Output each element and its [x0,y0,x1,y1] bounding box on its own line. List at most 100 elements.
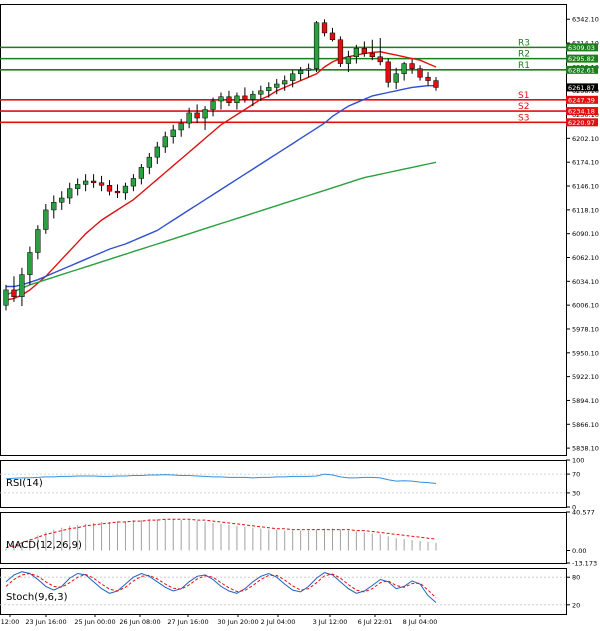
candle-body [369,53,375,58]
stoch-label: Stoch(9,6,3) [6,592,68,603]
candle-body [27,252,33,275]
level-name-s3: S3 [518,113,529,123]
level-value-s3: 6220.97 [568,119,595,127]
current-price-label: 6261.87 [568,84,595,92]
candle-body [401,63,407,75]
candle-body [282,80,288,85]
candle-body [186,112,192,124]
stoch-line [5,571,437,603]
candle-body [114,190,121,194]
price-y-tick-label: 6034.10 [572,278,599,286]
price-y-tick-label: 5866.10 [572,421,599,429]
panel-frame-macd [0,512,567,564]
x-tick-label: 8 Jul 04:00 [403,618,438,626]
candle-body [226,96,232,103]
candle-body [67,188,73,199]
candle-body [258,90,264,95]
rsi-panel: 100 70 30 0 RSI(14) [0,457,584,512]
level-name-r2: R2 [518,50,530,60]
price-y-tick-label: 6006.10 [572,302,599,310]
candle-body [162,136,168,148]
candle-body [210,100,216,110]
candle-body [170,129,176,137]
level-name-s1: S1 [518,91,529,101]
rsi-y-tick-label: 30 [572,489,580,497]
candle-body [11,289,17,297]
level-tag-s1 [566,95,598,104]
candle-body [130,178,137,187]
candle-body [82,180,89,185]
rsi-y-tick-label: 100 [572,457,584,465]
level-value-s1: 6247.39 [568,96,595,104]
candle-body [90,180,97,183]
level-tag-r3 [566,43,598,52]
rsi-y-tick-label: 0 [572,504,576,512]
x-tick-label: 30 Jun 20:00 [217,618,258,626]
candle-body [19,274,25,297]
x-tick-label: 23 Jun 16:00 [25,618,66,626]
candle-body [329,32,336,40]
rsi-label: RSI(14) [6,478,43,489]
stoch-y-tick-label: 20 [572,601,580,609]
moving-average-line [6,84,436,288]
candle-body [266,87,272,92]
x-tick-label: 2 Jul 04:00 [261,618,296,626]
level-tag-s3 [566,118,598,127]
level-tag-r2 [566,54,598,63]
macd-label: MACD(12,26,9) [6,540,82,551]
candle-body [146,156,152,168]
candle-body [122,185,129,194]
current-price-tag [566,83,598,92]
price-panel: 6342.106314.106286.106258.106230.106202.… [0,16,599,453]
level-value-r2: 6295.82 [568,55,595,63]
panel-frame-rsi [0,460,567,508]
price-y-tick-label: 5894.10 [572,397,599,405]
panel-frames [0,4,567,615]
candle-body [353,47,360,58]
price-y-tick-label: 6118.10 [572,206,599,214]
rsi-line [5,473,437,484]
stoch-y-tick-label: 80 [572,574,580,582]
macd-y-tick-label: -13.173 [572,560,597,568]
candle-body [425,76,431,81]
panel-frame-stoch [0,568,567,615]
x-tick-label: 3 Jul 12:00 [313,618,348,626]
macd-panel: 40.577 0.00 -13.173 MACD(12,26,9) [5,509,597,568]
price-y-tick-label: 6062.10 [572,254,599,262]
candle-body [51,202,57,211]
x-tick-label: 6 Jul 22:01 [358,618,393,626]
candle-body [313,22,320,69]
price-y-tick-label: 6090.10 [572,230,599,238]
candle-body [154,146,160,158]
candle-body [138,167,145,179]
candle-body [274,83,280,88]
stochastic-panel: 80 20 Stoch(9,6,3) [0,571,580,609]
candle-body [3,289,9,306]
price-y-tick-label: 5838.10 [572,445,599,453]
candle-body [377,56,383,63]
candle-body [250,93,256,100]
candle-body [393,73,399,83]
macd-y-tick-label: 40.577 [572,509,595,517]
macd-y-tick-label: 0.00 [572,547,586,555]
moving-average-line [5,161,437,296]
x-tick-label: 26 Jun 08:00 [119,618,160,626]
stoch-line [5,572,437,599]
candle-body [409,63,415,69]
price-y-tick-label: 6342.10 [572,16,599,24]
candle-body [234,95,240,103]
price-y-tick-label: 5978.10 [572,325,599,333]
candle-body [297,70,304,75]
candle-body [106,185,113,192]
level-value-r1: 6282.61 [568,66,595,74]
candle-body [194,112,200,119]
level-name-r3: R3 [518,38,530,48]
price-y-tick-label: 6202.10 [572,135,599,143]
candle-body [35,229,41,253]
candle-body [433,80,439,88]
candle-body [202,109,208,119]
level-value-s2: 6234.18 [568,108,595,116]
candle-body [75,184,81,189]
level-name-s2: S2 [518,102,529,112]
